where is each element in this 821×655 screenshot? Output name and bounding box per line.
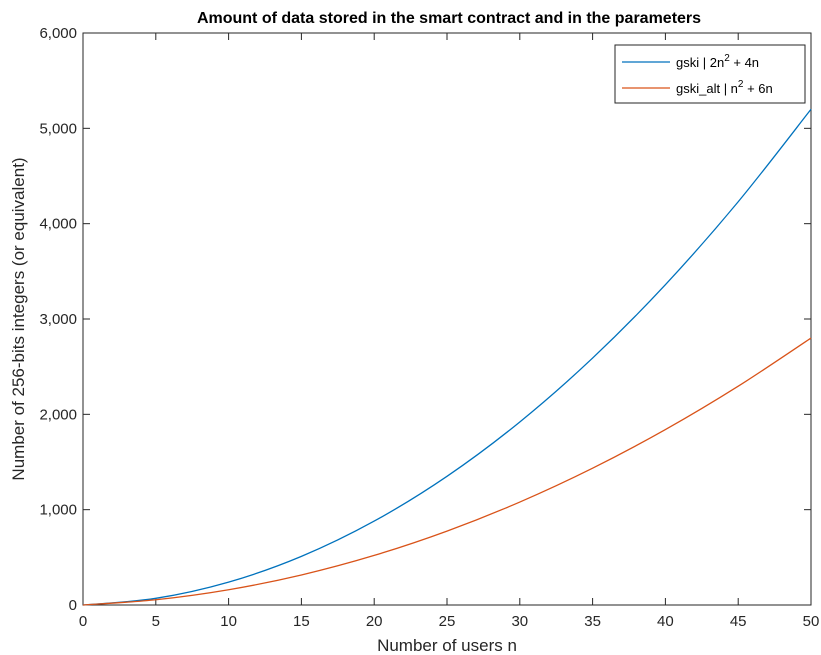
y-tick-label: 4,000 bbox=[39, 216, 77, 233]
legend-label-0: gski | 2n2 + 4n bbox=[676, 53, 759, 70]
legend-label-exp: 2 bbox=[724, 53, 730, 64]
legend-label-base: gski_alt | n bbox=[676, 81, 738, 96]
x-tick-label: 10 bbox=[220, 613, 237, 630]
x-tick-label: 35 bbox=[584, 613, 601, 630]
chart-title: Amount of data stored in the smart contr… bbox=[197, 10, 701, 27]
y-tick-label: 6,000 bbox=[39, 25, 77, 42]
y-tick-label: 5,000 bbox=[39, 120, 77, 137]
legend-label-tail: + 6n bbox=[743, 81, 772, 96]
x-tick-label: 50 bbox=[803, 613, 820, 630]
x-axis-label: Number of users n bbox=[377, 636, 517, 655]
legend-label-1: gski_alt | n2 + 6n bbox=[676, 79, 773, 96]
legend-label-tail: + 4n bbox=[730, 55, 759, 70]
x-tick-label: 20 bbox=[366, 613, 383, 630]
x-tick-label: 40 bbox=[657, 613, 674, 630]
y-tick-label: 1,000 bbox=[39, 502, 77, 519]
y-tick-label: 3,000 bbox=[39, 311, 77, 328]
x-axis: 0 5 10 15 20 25 30 35 40 45 50 bbox=[79, 33, 820, 630]
y-tick-label: 0 bbox=[69, 597, 77, 614]
legend-label-exp: 2 bbox=[738, 79, 744, 90]
series-line-1 bbox=[82, 337, 812, 606]
x-tick-label: 15 bbox=[293, 613, 310, 630]
series-line-0 bbox=[82, 108, 812, 606]
legend-box bbox=[614, 44, 806, 104]
x-tick-label: 5 bbox=[152, 613, 160, 630]
series-lines bbox=[82, 108, 812, 606]
x-tick-label: 0 bbox=[79, 613, 87, 630]
x-tick-label: 25 bbox=[439, 613, 456, 630]
y-axis-label: Number of 256-bits integers (or equivale… bbox=[9, 157, 28, 480]
y-tick-label: 2,000 bbox=[39, 406, 77, 423]
plot-area bbox=[82, 32, 812, 606]
x-tick-label: 45 bbox=[730, 613, 747, 630]
y-axis: 0 1,000 2,000 3,000 4,000 5,000 6,000 bbox=[39, 25, 811, 614]
legend-label-base: gski | 2n bbox=[676, 55, 724, 70]
x-tick-label: 30 bbox=[511, 613, 528, 630]
